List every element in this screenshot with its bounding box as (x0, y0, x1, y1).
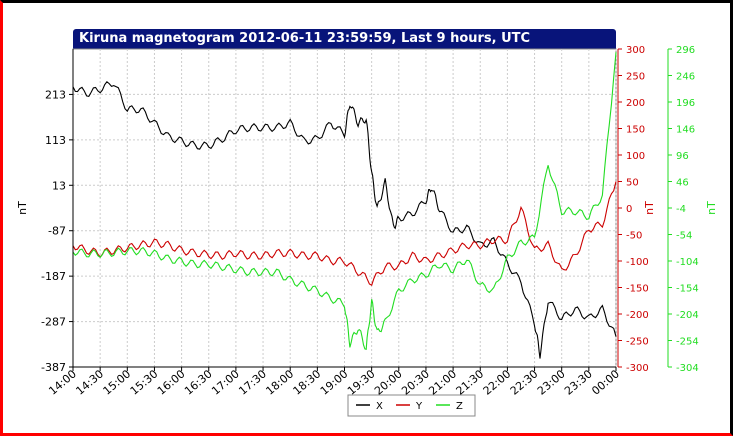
legend-box (347, 394, 476, 417)
x-tick-label: 17:30 (236, 367, 269, 397)
y-right1-tick-label: -50 (626, 231, 642, 242)
x-tick-label: 19:30 (345, 367, 378, 397)
x-tick-label: 18:30 (291, 367, 324, 397)
y-right1-tick-label: -200 (626, 310, 649, 321)
y-right1-tick-label: 0 (626, 204, 632, 215)
legend-label-y: Y (415, 401, 423, 412)
y-left-tick-label: 13 (52, 179, 66, 192)
y-left-axis-label: nT (16, 201, 29, 215)
y-left-tick-label: 113 (45, 134, 66, 147)
y-right2-tick-label: -304 (676, 363, 699, 374)
y-right2-tick-label: -54 (676, 231, 692, 242)
series-line-z (72, 52, 617, 351)
y-right1-tick-label: -100 (626, 257, 649, 268)
y-right2-tick-label: 296 (676, 45, 695, 56)
x-tick-label: 20:00 (372, 367, 405, 397)
x-tick-label: 00:00 (589, 367, 622, 397)
legend-label-z: Z (456, 401, 463, 412)
x-tick-label: 22:30 (508, 367, 541, 397)
y-right2-tick-label: -104 (676, 257, 699, 268)
y-right1-tick-label: 150 (626, 125, 645, 136)
x-tick-label: 22:00 (481, 367, 514, 397)
y-right1-tick-label: 100 (626, 151, 645, 162)
x-tick-label: 20:30 (399, 367, 432, 397)
x-tick-label: 16:30 (182, 367, 215, 397)
y-right1-tick-label: -300 (626, 363, 649, 374)
y-left-tick-label: -87 (48, 225, 66, 238)
x-tick-label: 23:30 (562, 367, 595, 397)
x-tick-label: 16:00 (155, 367, 188, 397)
y-right2-tick-label: -154 (676, 284, 699, 295)
x-tick-label: 21:30 (454, 367, 487, 397)
chart-title: Kiruna magnetogram 2012-06-11 23:59:59, … (73, 29, 616, 49)
x-tick-label: 17:00 (209, 367, 242, 397)
legend-label-x: X (376, 401, 383, 412)
y-right2-tick-label: 246 (676, 72, 695, 83)
x-tick-label: 21:00 (426, 367, 459, 397)
grid-lines (72, 49, 617, 368)
y-right1-axis-label: nT (643, 201, 656, 215)
series-line-y (72, 181, 617, 286)
y-right1-tick-label: 300 (626, 45, 645, 56)
y-right1-tick-label: 250 (626, 72, 645, 83)
y-right2-tick-label: -254 (676, 337, 699, 348)
y-right2-tick-label: 46 (676, 178, 689, 189)
y-left-tick-label: 213 (45, 88, 66, 101)
x-tick-label: 23:00 (535, 367, 568, 397)
y-right2-tick-label: -204 (676, 310, 699, 321)
y-right1-tick-label: -150 (626, 284, 649, 295)
y-right2-axis-label: nT (705, 201, 718, 215)
x-tick-label: 15:30 (128, 367, 161, 397)
y-left-tick-label: -287 (41, 316, 66, 329)
y-left-tick-label: -187 (41, 270, 66, 283)
series-line-x (72, 81, 617, 359)
y-right1-tick-label: 50 (626, 178, 639, 189)
y-right2-tick-label: 196 (676, 98, 695, 109)
plot-area (72, 48, 617, 368)
y-left-tick-label: -387 (41, 361, 66, 374)
series-layer (72, 52, 617, 359)
x-tick-label: 19:00 (318, 367, 351, 397)
legend: X Y Z (347, 394, 476, 417)
y-right1-tick-label: 200 (626, 98, 645, 109)
y-right1-tick-label: -250 (626, 337, 649, 348)
y-right2-tick-label: -4 (676, 204, 686, 215)
x-tick-label: 15:00 (101, 367, 134, 397)
y-right2-tick-label: 146 (676, 125, 695, 136)
x-tick-label: 14:30 (73, 367, 106, 397)
y-right2-tick-label: 96 (676, 151, 689, 162)
x-tick-label: 18:00 (263, 367, 296, 397)
